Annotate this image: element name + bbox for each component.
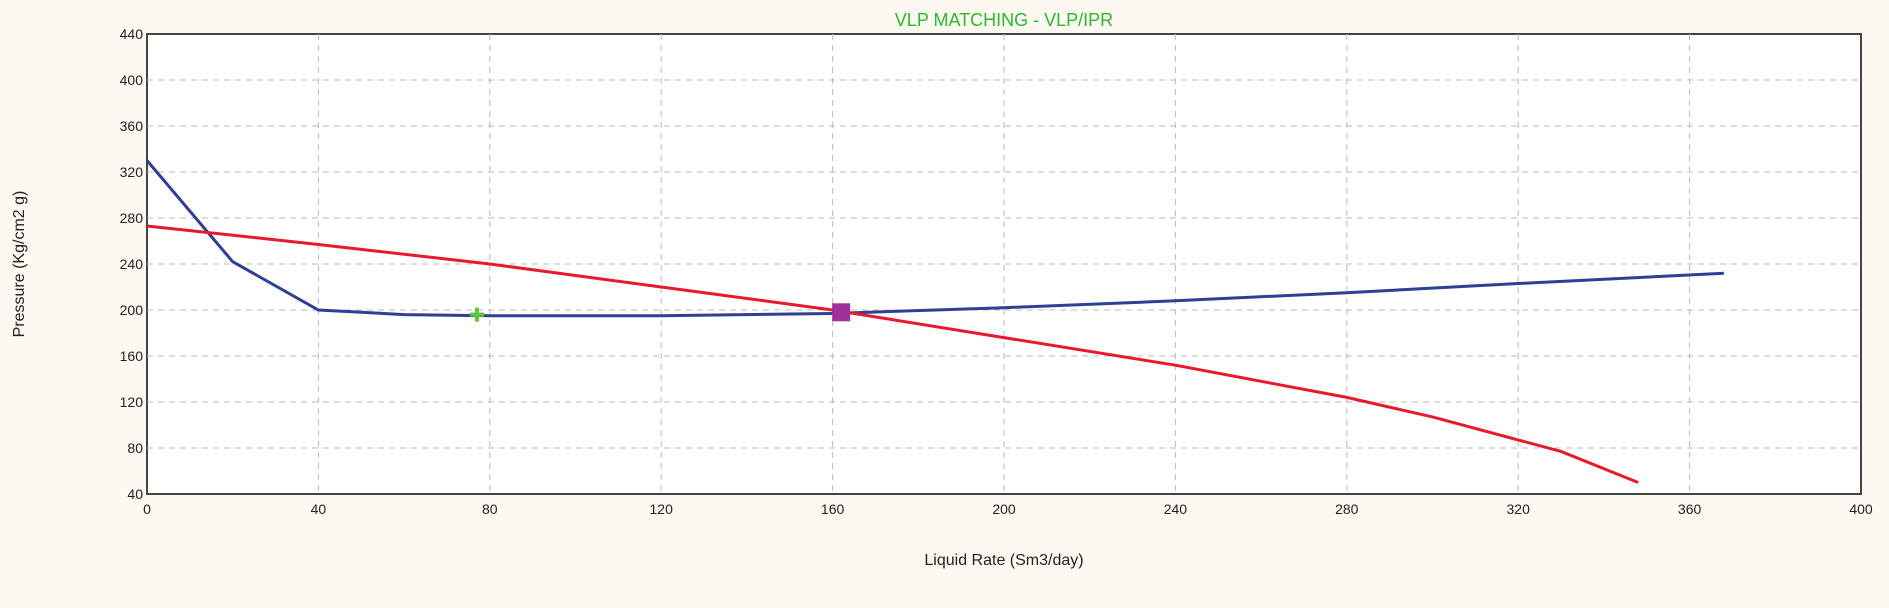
operating-point-marker (832, 303, 851, 322)
y-tick-label: 120 (120, 394, 144, 410)
vlp-curve (145, 159, 1724, 318)
y-tick-label: 280 (120, 210, 144, 226)
y-tick-label: 240 (120, 256, 144, 272)
x-tick-label: 40 (311, 501, 327, 517)
chart-title: VLP MATCHING - VLP/IPR (895, 10, 1113, 30)
plot-area (146, 33, 1862, 495)
y-tick-label: 80 (127, 440, 143, 456)
x-tick-label: 200 (992, 501, 1016, 517)
x-tick-label: 80 (482, 501, 498, 517)
y-axis-label: Pressure (Kg/cm2 g) (11, 191, 28, 338)
x-tick-label: 160 (821, 501, 845, 517)
markers (469, 303, 851, 322)
x-tick-label: 360 (1678, 501, 1702, 517)
x-tick-label: 240 (1164, 501, 1188, 517)
x-tick-label: 320 (1507, 501, 1531, 517)
y-tick-label: 400 (120, 72, 144, 88)
y-tick-label: 320 (120, 164, 144, 180)
x-ticks: 0 40 80 120 160 200 240 280 320 360 400 (143, 501, 1873, 517)
x-axis-label: Liquid Rate (Sm3/day) (924, 552, 1083, 569)
y-tick-label: 200 (120, 302, 144, 318)
y-tick-label: 360 (120, 118, 144, 134)
ipr-curve (146, 224, 1639, 484)
x-tick-label: 400 (1849, 501, 1873, 517)
x-tick-label: 0 (143, 501, 151, 517)
y-tick-label: 160 (120, 348, 144, 364)
y-ticks: 40 80 120 160 200 240 280 320 360 400 440 (120, 26, 144, 502)
x-tick-label: 280 (1335, 501, 1359, 517)
y-tick-label: 40 (127, 486, 143, 502)
x-tick-label: 120 (650, 501, 674, 517)
y-tick-label: 440 (120, 26, 144, 42)
series (145, 159, 1724, 484)
